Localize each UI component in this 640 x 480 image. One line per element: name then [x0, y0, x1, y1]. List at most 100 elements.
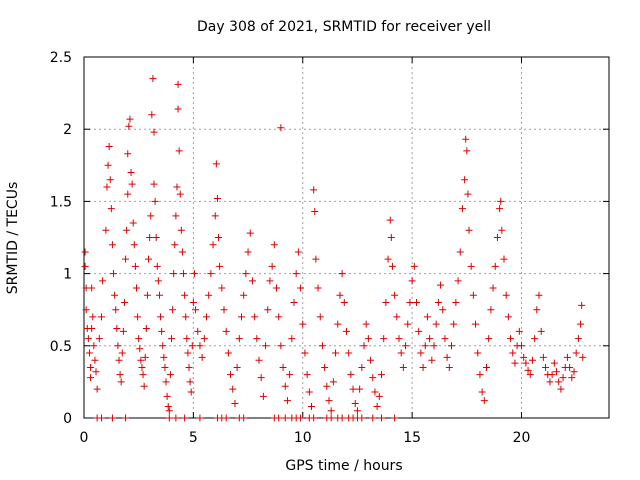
data-point — [126, 115, 134, 123]
data-point — [388, 262, 396, 270]
grid — [84, 57, 609, 418]
data-point — [174, 80, 182, 88]
data-point — [496, 205, 504, 213]
data-point — [489, 284, 497, 292]
data-point — [432, 320, 440, 328]
data-point — [84, 335, 92, 343]
data-point — [349, 385, 357, 393]
data-point — [415, 327, 423, 335]
data-point — [133, 284, 140, 292]
data-point — [103, 183, 111, 191]
data-point — [161, 363, 169, 371]
tick-labels: 0 5 10 15 20 0 0.5 1 1.5 2 2.5 — [50, 50, 531, 446]
data-point — [502, 291, 510, 299]
data-point — [555, 378, 563, 386]
data-point — [152, 234, 160, 241]
data-point — [369, 374, 377, 382]
data-point — [124, 150, 132, 158]
data-point — [246, 229, 254, 237]
ticks — [83, 56, 609, 419]
data-point — [452, 298, 460, 306]
data-point — [312, 255, 320, 263]
data-point — [384, 255, 392, 263]
data-point — [240, 291, 248, 299]
data-point — [360, 342, 368, 350]
data-point — [498, 226, 506, 234]
data-point — [81, 262, 89, 270]
data-point — [127, 169, 135, 177]
data-point — [216, 262, 224, 270]
data-point — [178, 248, 186, 256]
x-tick-label: 0 — [80, 430, 89, 446]
data-point — [572, 349, 580, 357]
data-point — [251, 313, 259, 321]
data-point — [155, 291, 163, 299]
data-point — [172, 212, 180, 220]
data-point — [463, 147, 471, 155]
data-point — [283, 397, 291, 405]
data-point — [327, 414, 335, 422]
data-point — [441, 335, 449, 343]
data-point — [188, 342, 196, 350]
data-point — [128, 180, 136, 188]
data-point — [170, 270, 178, 278]
data-point — [275, 414, 283, 422]
data-point — [99, 277, 107, 285]
data-point — [511, 359, 519, 367]
data-point — [480, 397, 488, 405]
data-point — [292, 270, 300, 278]
data-point — [338, 414, 346, 422]
data-point — [461, 176, 469, 184]
x-tick-label: 20 — [513, 430, 531, 446]
data-point — [391, 414, 399, 422]
data-point — [456, 248, 464, 256]
data-point — [345, 349, 353, 357]
data-point — [367, 356, 375, 364]
data-point — [275, 313, 283, 321]
data-point — [130, 241, 138, 249]
data-point — [340, 298, 348, 306]
data-point — [371, 388, 379, 396]
data-point — [526, 371, 534, 379]
data-point — [264, 306, 272, 314]
data-point — [211, 212, 219, 220]
data-point — [205, 291, 213, 299]
data-point — [478, 388, 486, 396]
data-point — [406, 298, 414, 306]
data-point — [577, 320, 585, 328]
data-point — [203, 313, 210, 321]
data-point — [108, 241, 116, 249]
data-point — [231, 400, 239, 408]
data-point — [194, 327, 202, 335]
data-point — [566, 363, 574, 371]
data-point — [399, 363, 407, 371]
x-tick-label: 15 — [403, 430, 421, 446]
data-point — [165, 414, 173, 422]
data-point — [323, 382, 331, 390]
x-axis-label: GPS time / hours — [285, 458, 402, 474]
data-point — [294, 248, 302, 256]
data-point — [387, 234, 395, 241]
data-point — [213, 195, 221, 203]
data-point — [182, 313, 190, 321]
data-point — [343, 327, 350, 335]
data-point — [110, 270, 118, 278]
data-point — [321, 363, 329, 371]
data-point — [518, 342, 525, 350]
data-point — [430, 342, 438, 350]
data-point — [157, 313, 165, 321]
data-point — [491, 262, 499, 270]
data-point — [542, 363, 550, 371]
data-point — [222, 327, 230, 335]
data-point — [539, 353, 547, 361]
data-point — [190, 270, 198, 278]
data-point — [380, 335, 388, 343]
data-point — [113, 324, 121, 332]
data-point — [138, 363, 146, 371]
data-point — [338, 270, 346, 278]
data-point — [175, 147, 183, 155]
data-point — [467, 262, 475, 270]
data-point — [448, 342, 455, 350]
data-point — [82, 306, 90, 314]
data-point — [393, 313, 401, 321]
